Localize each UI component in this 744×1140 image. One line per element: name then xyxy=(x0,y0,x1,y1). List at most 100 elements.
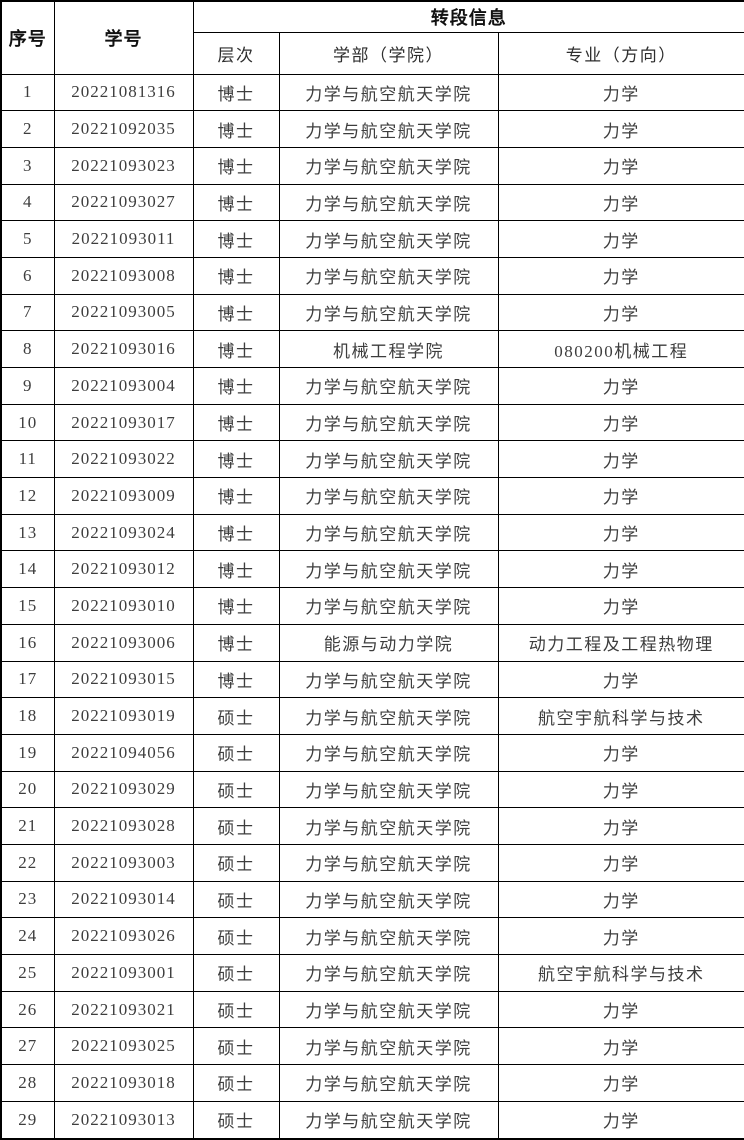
college-cell: 力学与航空航天学院 xyxy=(278,513,499,552)
college-cell: 力学与航空航天学院 xyxy=(278,1064,499,1102)
row-index-cell: 23 xyxy=(0,880,55,919)
student-id-cell: 20221093006 xyxy=(53,623,194,662)
student-id-cell: 20221093026 xyxy=(53,917,194,955)
major-cell: 力学 xyxy=(497,1064,744,1102)
level-cell: 硕士 xyxy=(192,770,280,809)
table-row: 16 20221093006 博士 能源与动力学院 动力工程及工程热物理 xyxy=(0,623,744,662)
row-index-cell: 4 xyxy=(0,183,55,222)
student-id-cell: 20221093015 xyxy=(53,660,194,699)
college-cell: 力学与航空航天学院 xyxy=(278,146,499,185)
table-row: 9 20221093004 博士 力学与航空航天学院 力学 xyxy=(0,367,744,405)
major-cell: 力学 xyxy=(497,843,744,882)
table-row: 15 20221093010 博士 力学与航空航天学院 力学 xyxy=(0,587,744,625)
student-id-cell: 20221092035 xyxy=(53,110,194,148)
student-id-cell: 20221093001 xyxy=(53,954,194,992)
table-row: 20 20221093029 硕士 力学与航空航天学院 力学 xyxy=(0,770,744,809)
college-cell: 力学与航空航天学院 xyxy=(278,660,499,699)
college-cell: 力学与航空航天学院 xyxy=(278,954,499,992)
level-cell: 硕士 xyxy=(192,1100,280,1140)
row-index-cell: 15 xyxy=(0,587,55,625)
row-index-cell: 11 xyxy=(0,440,55,479)
header-row-group: 序号 学号 转段信息 xyxy=(0,0,744,75)
major-cell: 力学 xyxy=(497,440,744,479)
level-cell: 博士 xyxy=(192,660,280,699)
row-index-cell: 5 xyxy=(0,220,55,258)
level-cell: 博士 xyxy=(192,330,280,368)
level-cell: 博士 xyxy=(192,183,280,222)
row-index-cell: 21 xyxy=(0,807,55,845)
college-cell: 力学与航空航天学院 xyxy=(278,403,499,442)
table-row: 7 20221093005 博士 力学与航空航天学院 力学 xyxy=(0,293,744,332)
row-index-cell: 9 xyxy=(0,367,55,405)
college-cell: 力学与航空航天学院 xyxy=(278,697,499,735)
level-cell: 博士 xyxy=(192,293,280,332)
major-cell: 力学 xyxy=(497,917,744,955)
major-cell: 力学 xyxy=(497,990,744,1029)
row-index-cell: 1 xyxy=(0,73,55,112)
student-id-cell: 20221093016 xyxy=(53,330,194,368)
student-id-cell: 20221093014 xyxy=(53,880,194,919)
header-major: 专业（方向） xyxy=(497,31,744,75)
student-id-cell: 20221093021 xyxy=(53,990,194,1029)
level-cell: 博士 xyxy=(192,550,280,589)
college-cell: 力学与航空航天学院 xyxy=(278,1027,499,1066)
college-cell: 力学与航空航天学院 xyxy=(278,807,499,845)
level-cell: 硕士 xyxy=(192,1027,280,1066)
row-index-cell: 10 xyxy=(0,403,55,442)
row-index-cell: 27 xyxy=(0,1027,55,1066)
table-row: 17 20221093015 博士 力学与航空航天学院 力学 xyxy=(0,660,744,699)
college-cell: 机械工程学院 xyxy=(278,330,499,368)
row-index-cell: 25 xyxy=(0,954,55,992)
college-cell: 力学与航空航天学院 xyxy=(278,587,499,625)
college-cell: 力学与航空航天学院 xyxy=(278,367,499,405)
college-cell: 力学与航空航天学院 xyxy=(278,220,499,258)
student-id-cell: 20221093022 xyxy=(53,440,194,479)
student-id-cell: 20221093019 xyxy=(53,697,194,735)
major-cell: 力学 xyxy=(497,587,744,625)
major-cell: 力学 xyxy=(497,367,744,405)
major-cell: 力学 xyxy=(497,733,744,772)
table-row: 11 20221093022 博士 力学与航空航天学院 力学 xyxy=(0,440,744,479)
student-id-cell: 20221093027 xyxy=(53,183,194,222)
college-cell: 力学与航空航天学院 xyxy=(278,1100,499,1140)
student-id-cell: 20221093010 xyxy=(53,587,194,625)
student-id-cell: 20221093008 xyxy=(53,256,194,295)
level-cell: 硕士 xyxy=(192,917,280,955)
student-id-cell: 20221093017 xyxy=(53,403,194,442)
row-index-cell: 20 xyxy=(0,770,55,809)
level-cell: 硕士 xyxy=(192,807,280,845)
table-body: 1 20221081316 博士 力学与航空航天学院 力学 2 20221092035 博士力… xyxy=(0,73,744,1140)
major-cell: 力学 xyxy=(497,110,744,148)
level-cell: 硕士 xyxy=(192,880,280,919)
major-cell: 力学 xyxy=(497,183,744,222)
college-cell: 力学与航空航天学院 xyxy=(278,440,499,479)
table-row: 2 20221092035 博士 力学与航空航天学院 力学 xyxy=(0,110,744,148)
table-row: 10 20221093017 博士 力学与航空航天学院 力学 xyxy=(0,403,744,442)
level-cell: 博士 xyxy=(192,73,280,112)
row-index-cell: 29 xyxy=(0,1100,55,1140)
row-index-cell: 28 xyxy=(0,1064,55,1102)
level-cell: 博士 xyxy=(192,477,280,515)
major-cell: 力学 xyxy=(497,73,744,112)
student-id-cell: 20221093023 xyxy=(53,146,194,185)
student-id-cell: 20221094056 xyxy=(53,733,194,772)
level-cell: 硕士 xyxy=(192,954,280,992)
major-cell: 力学 xyxy=(497,807,744,845)
major-cell: 080200机械工程 xyxy=(497,330,744,368)
college-cell: 力学与航空航天学院 xyxy=(278,110,499,148)
major-cell: 航空宇航科学与技术 xyxy=(497,697,744,735)
level-cell: 博士 xyxy=(192,440,280,479)
row-index-cell: 13 xyxy=(0,513,55,552)
major-cell: 力学 xyxy=(497,403,744,442)
table-row: 25 20221093001 硕士 力学与航空航天学院 航空宇航科学与技术 xyxy=(0,954,744,992)
major-cell: 力学 xyxy=(497,1100,744,1140)
table-row: 8 20221093016 博士 机械工程学院 080200机械工程 xyxy=(0,330,744,368)
student-id-cell: 20221093013 xyxy=(53,1100,194,1140)
major-cell: 力学 xyxy=(497,220,744,258)
level-cell: 硕士 xyxy=(192,1064,280,1102)
student-id-cell: 20221093024 xyxy=(53,513,194,552)
table-row: 24 20221093026 硕士 力学与航空航天学院 力学 xyxy=(0,917,744,955)
table-header: 序号 学号 转段信息 层次 学部（学院） 专业（方向） xyxy=(0,0,744,75)
major-cell: 力学 xyxy=(497,146,744,185)
table-row: 21 20221093028 硕士 力学与航空航天学院 力学 xyxy=(0,807,744,845)
